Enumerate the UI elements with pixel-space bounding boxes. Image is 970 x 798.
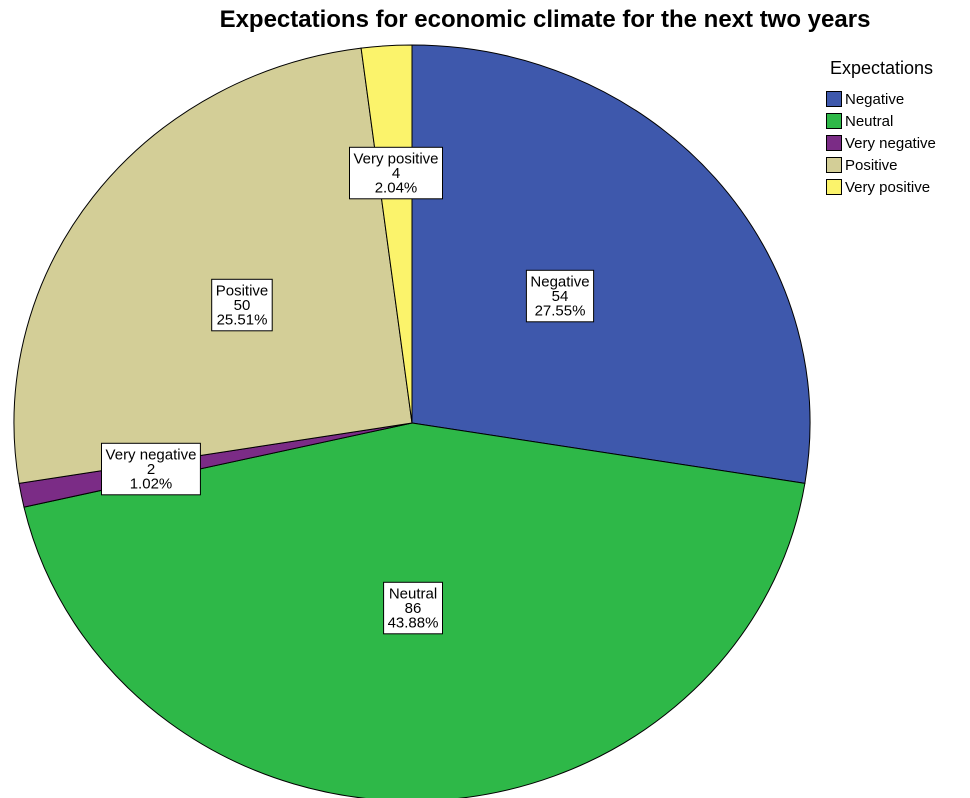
chart-title: Expectations for economic climate for th… — [219, 6, 871, 33]
slice-label-category: Positive — [216, 283, 269, 300]
legend-label-positive: Positive — [845, 156, 898, 174]
slice-label-count: 2 — [147, 461, 155, 478]
legend-label-neutral: Neutral — [845, 112, 894, 130]
slice-label-percent: 27.55% — [535, 303, 586, 320]
legend-title: Expectations — [830, 58, 934, 78]
legend-label-very-positive: Very positive — [845, 178, 931, 196]
legend-swatch-positive — [826, 157, 842, 173]
legend-item-negative: Negative — [822, 88, 968, 110]
slice-label-percent: 1.02% — [130, 476, 173, 493]
pie-slice-very-positive — [360, 44, 413, 424]
legend-item-positive: Positive — [822, 154, 968, 176]
slice-label-percent: 2.04% — [375, 180, 418, 197]
slice-label-category: Very negative — [106, 447, 197, 464]
legend-swatch-neutral — [826, 113, 842, 129]
legend-label-negative: Negative — [845, 90, 905, 108]
slice-label-category: Very positive — [353, 151, 438, 168]
slice-label-box — [349, 146, 443, 200]
slice-label-box — [383, 581, 444, 635]
legend-swatch-negative — [826, 91, 842, 107]
legend-item-very-positive: Very positive — [822, 176, 968, 198]
slice-label-category: Neutral — [389, 586, 437, 603]
slice-label-count: 54 — [552, 288, 569, 305]
legend-item-neutral: Neutral — [822, 110, 968, 132]
legend-swatch-very-positive — [826, 179, 842, 195]
pie-slice-negative — [411, 44, 811, 484]
slice-label-count: 4 — [392, 165, 400, 182]
slice-label-percent: 25.51% — [217, 312, 268, 329]
slice-label-box — [101, 442, 201, 496]
legend-label-very-negative: Very negative — [845, 134, 936, 152]
slice-label-percent: 43.88% — [388, 615, 439, 632]
legend-item-very-negative: Very negative — [822, 132, 968, 154]
slice-label-category: Negative — [530, 274, 589, 291]
pie-slice-positive — [13, 47, 413, 484]
legend-swatch-very-negative — [826, 135, 842, 151]
legend: Expectations Negative Neutral Very negat… — [822, 58, 968, 198]
slice-label-count: 50 — [234, 297, 251, 314]
slice-label-count: 86 — [405, 600, 422, 617]
slice-label-box — [525, 269, 595, 323]
slice-label-box — [211, 278, 273, 332]
